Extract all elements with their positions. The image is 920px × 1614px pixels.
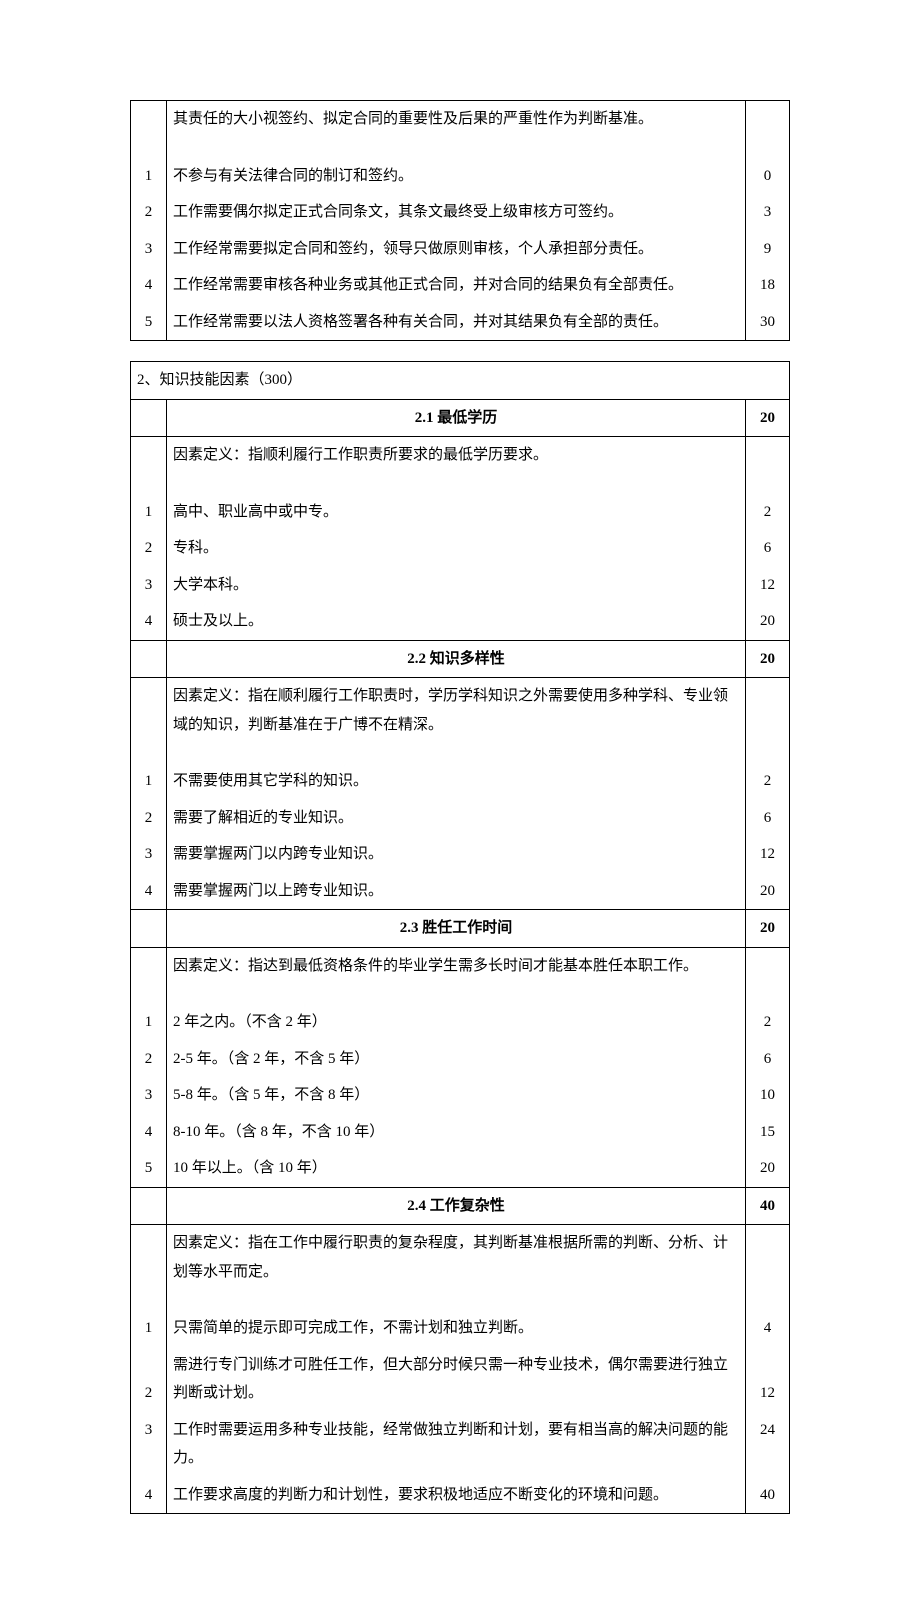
top-continuation-table: 其责任的大小视签约、拟定合同的重要性及后果的严重性作为判断基准。 1 不参与有关… [130, 100, 790, 341]
level-score: 2 [746, 1004, 790, 1041]
factor-header: 2.4 工作复杂性 [167, 1187, 746, 1225]
level-desc: 工作要求高度的判断力和计划性，要求积极地适应不断变化的环境和问题。 [167, 1477, 746, 1514]
factor-header: 2.3 胜任工作时间 [167, 910, 746, 948]
level-num: 3 [131, 567, 167, 604]
level-desc: 只需简单的提示即可完成工作，不需计划和独立判断。 [167, 1310, 746, 1347]
level-num: 2 [131, 800, 167, 837]
factor-max: 20 [746, 640, 790, 678]
level-desc: 10 年以上。（含 10 年） [167, 1150, 746, 1187]
level-num: 4 [131, 603, 167, 640]
level-num: 2 [131, 1041, 167, 1078]
level-score: 10 [746, 1077, 790, 1114]
level-num: 3 [131, 1412, 167, 1477]
level-desc: 硕士及以上。 [167, 603, 746, 640]
level-desc: 需要掌握两门以上跨专业知识。 [167, 873, 746, 910]
section-title: 2、知识技能因素（300） [131, 362, 790, 400]
level-num: 4 [131, 873, 167, 910]
level-score: 15 [746, 1114, 790, 1151]
level-num: 1 [131, 1310, 167, 1347]
level-num: 1 [131, 763, 167, 800]
level-desc: 工作经常需要审核各种业务或其他正式合同，并对合同的结果负有全部责任。 [167, 267, 746, 304]
level-score: 6 [746, 800, 790, 837]
level-score: 20 [746, 873, 790, 910]
factor-definition: 因素定义：指在工作中履行职责的复杂程度，其判断基准根据所需的判断、分析、计划等水… [167, 1225, 746, 1311]
level-num: 4 [131, 267, 167, 304]
section2-table: 2、知识技能因素（300） 2.1 最低学历 20 因素定义：指顺利履行工作职责… [130, 361, 790, 1514]
level-desc: 工作经常需要拟定合同和签约，领导只做原则审核，个人承担部分责任。 [167, 231, 746, 268]
factor-max: 20 [746, 910, 790, 948]
factor-max: 20 [746, 399, 790, 437]
level-score: 6 [746, 530, 790, 567]
empty-score-cell [746, 101, 790, 158]
factor-header: 2.2 知识多样性 [167, 640, 746, 678]
empty-num-cell [131, 399, 167, 437]
level-desc: 工作需要偶尔拟定正式合同条文，其条文最终受上级审核方可签约。 [167, 194, 746, 231]
level-score: 20 [746, 603, 790, 640]
level-desc: 工作时需要运用多种专业技能，经常做独立判断和计划，要有相当高的解决问题的能力。 [167, 1412, 746, 1477]
level-num: 2 [131, 1347, 167, 1412]
level-score: 2 [746, 763, 790, 800]
level-score: 24 [746, 1412, 790, 1477]
level-score: 6 [746, 1041, 790, 1078]
level-num: 3 [131, 836, 167, 873]
level-score: 18 [746, 267, 790, 304]
level-desc: 需要了解相近的专业知识。 [167, 800, 746, 837]
level-num: 5 [131, 304, 167, 341]
level-desc: 不需要使用其它学科的知识。 [167, 763, 746, 800]
level-desc: 8-10 年。（含 8 年，不含 10 年） [167, 1114, 746, 1151]
level-score: 0 [746, 158, 790, 195]
factor-definition: 因素定义：指顺利履行工作职责所要求的最低学历要求。 [167, 437, 746, 494]
level-score: 40 [746, 1477, 790, 1514]
level-score: 30 [746, 304, 790, 341]
level-desc: 2-5 年。（含 2 年，不含 5 年） [167, 1041, 746, 1078]
level-num: 4 [131, 1477, 167, 1514]
level-num: 1 [131, 1004, 167, 1041]
level-desc: 不参与有关法律合同的制订和签约。 [167, 158, 746, 195]
level-desc: 专科。 [167, 530, 746, 567]
level-num: 2 [131, 194, 167, 231]
level-num: 1 [131, 158, 167, 195]
level-desc: 大学本科。 [167, 567, 746, 604]
factor-definition: 因素定义：指达到最低资格条件的毕业学生需多长时间才能基本胜任本职工作。 [167, 947, 746, 1004]
level-score: 20 [746, 1150, 790, 1187]
factor-header: 2.1 最低学历 [167, 399, 746, 437]
level-desc: 工作经常需要以法人资格签署各种有关合同，并对其结果负有全部的责任。 [167, 304, 746, 341]
level-score: 4 [746, 1310, 790, 1347]
level-score: 3 [746, 194, 790, 231]
level-num: 4 [131, 1114, 167, 1151]
level-num: 3 [131, 231, 167, 268]
factor-max: 40 [746, 1187, 790, 1225]
factor-definition: 因素定义：指在顺利履行工作职责时，学历学科知识之外需要使用多种学科、专业领域的知… [167, 678, 746, 764]
level-desc: 5-8 年。（含 5 年，不含 8 年） [167, 1077, 746, 1114]
level-num: 5 [131, 1150, 167, 1187]
empty-num-cell [131, 101, 167, 158]
level-desc: 高中、职业高中或中专。 [167, 494, 746, 531]
level-score: 2 [746, 494, 790, 531]
level-desc: 需进行专门训练才可胜任工作，但大部分时候只需一种专业技术，偶尔需要进行独立判断或… [167, 1347, 746, 1412]
level-desc: 2 年之内。（不含 2 年） [167, 1004, 746, 1041]
level-score: 9 [746, 231, 790, 268]
level-num: 2 [131, 530, 167, 567]
definition-cell: 其责任的大小视签约、拟定合同的重要性及后果的严重性作为判断基准。 [167, 101, 746, 158]
level-score: 12 [746, 1347, 790, 1412]
level-desc: 需要掌握两门以内跨专业知识。 [167, 836, 746, 873]
level-score: 12 [746, 836, 790, 873]
level-num: 1 [131, 494, 167, 531]
level-score: 12 [746, 567, 790, 604]
level-num: 3 [131, 1077, 167, 1114]
